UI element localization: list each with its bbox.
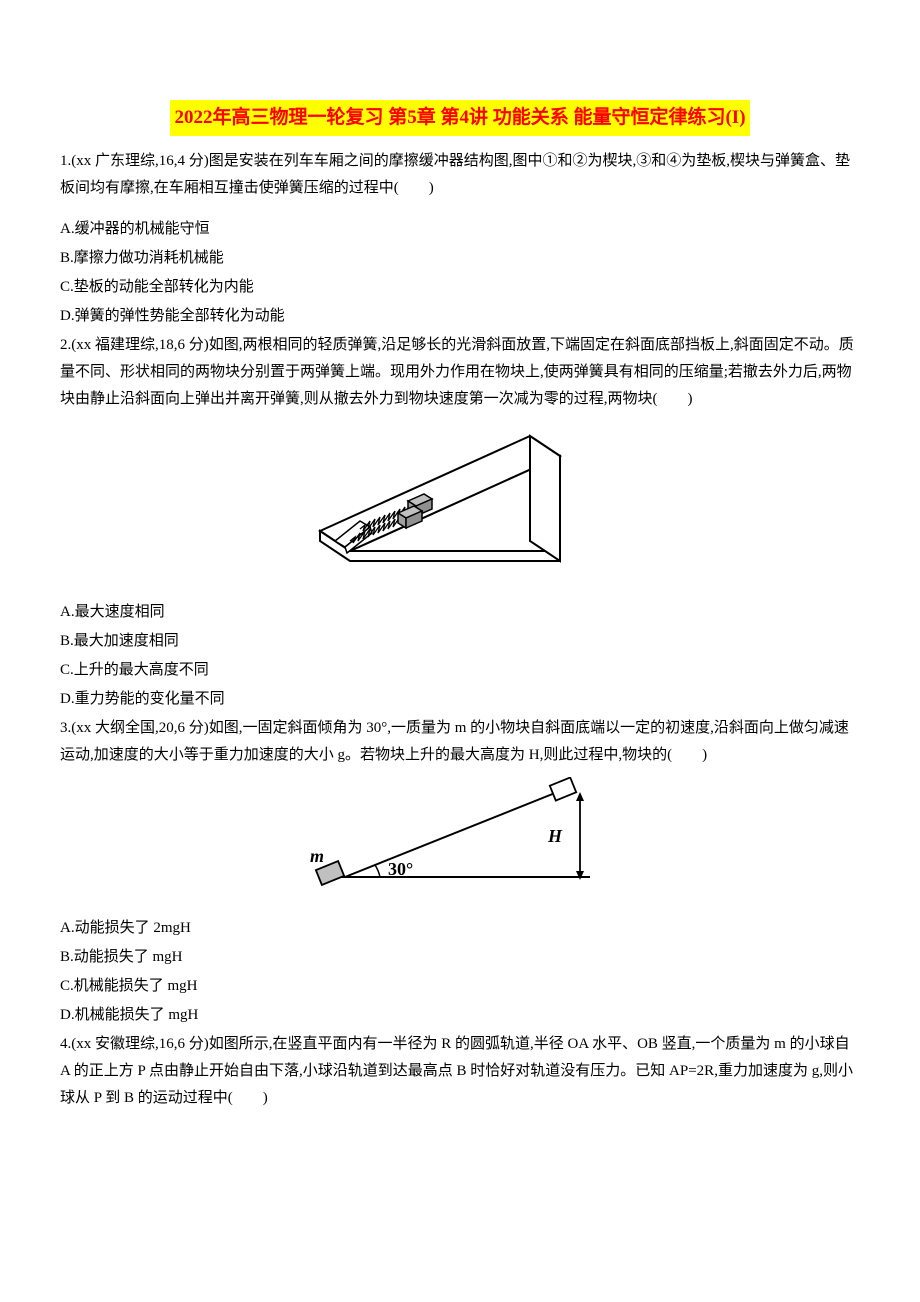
question-4: 4.(xx 安徽理综,16,6 分)如图所示,在竖直平面内有一半径为 R 的圆弧… <box>60 1031 860 1112</box>
q2-option-b: B.最大加速度相同 <box>60 628 860 655</box>
q3-option-c: C.机械能损失了 mgH <box>60 973 860 1000</box>
q2-text: 2.(xx 福建理综,18,6 分)如图,两根相同的轻质弹簧,沿足够长的光滑斜面… <box>60 337 854 407</box>
q1-option-a: A.缓冲器的机械能守恒 <box>60 216 860 243</box>
q2-option-a: A.最大速度相同 <box>60 599 860 626</box>
page-title: 2022年高三物理一轮复习 第5章 第4讲 功能关系 能量守恒定律练习(I) <box>170 100 749 136</box>
q2-option-c: C.上升的最大高度不同 <box>60 657 860 684</box>
q3-figure: m 30° H <box>60 777 860 907</box>
q3-text: 3.(xx 大纲全国,20,6 分)如图,一固定斜面倾角为 30°,一质量为 m… <box>60 720 849 763</box>
q2-option-d: D.重力势能的变化量不同 <box>60 686 860 713</box>
q1-text: 1.(xx 广东理综,16,4 分)图是安装在列车车厢之间的摩擦缓冲器结构图,图… <box>60 153 850 196</box>
q3-option-b: B.动能损失了 mgH <box>60 944 860 971</box>
q1-option-b: B.摩擦力做功消耗机械能 <box>60 245 860 272</box>
q1-option-d: D.弹簧的弹性势能全部转化为动能 <box>60 303 860 330</box>
question-3: 3.(xx 大纲全国,20,6 分)如图,一固定斜面倾角为 30°,一质量为 m… <box>60 715 860 769</box>
label-m: m <box>310 846 324 866</box>
q3-option-d: D.机械能损失了 mgH <box>60 1002 860 1029</box>
question-1: 1.(xx 广东理综,16,4 分)图是安装在列车车厢之间的摩擦缓冲器结构图,图… <box>60 148 860 202</box>
q3-option-a: A.动能损失了 2mgH <box>60 915 860 942</box>
q1-option-c: C.垫板的动能全部转化为内能 <box>60 274 860 301</box>
label-h: H <box>547 826 563 846</box>
label-angle: 30° <box>388 859 413 879</box>
question-2: 2.(xx 福建理综,18,6 分)如图,两根相同的轻质弹簧,沿足够长的光滑斜面… <box>60 332 860 413</box>
q2-figure <box>60 421 860 591</box>
q4-text: 4.(xx 安徽理综,16,6 分)如图所示,在竖直平面内有一半径为 R 的圆弧… <box>60 1036 853 1106</box>
